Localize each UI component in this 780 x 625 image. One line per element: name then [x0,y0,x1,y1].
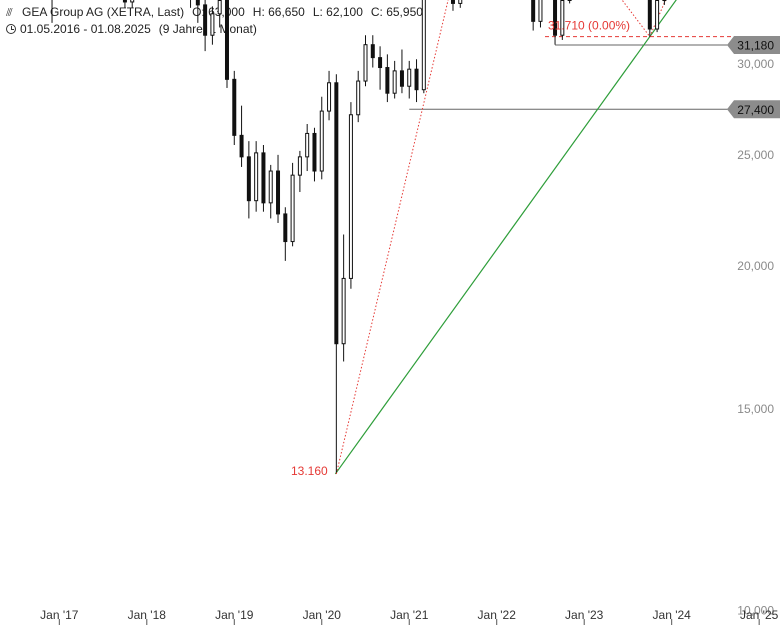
candle-down [399,70,404,87]
y-axis-tick-label: 30,000 [737,57,774,71]
fibonacci-zigzag [335,0,449,475]
candle-up [327,82,332,112]
price-tag-shape [727,100,780,119]
candle-down [195,0,200,6]
x-axis-tick-label: Jan '19 [215,608,254,622]
x-axis-tick-label: Jan '21 [390,608,429,622]
x-axis-tick-label: Jan '20 [303,608,342,622]
x-axis-tick-label: Jan '23 [565,608,604,622]
candle-up [560,0,565,36]
candle-up [290,174,295,243]
candle-down [334,82,339,345]
channel-lower-line [334,0,677,475]
y-axis-tick-label: 20,000 [737,259,774,273]
candle-down [647,0,652,30]
candle-down [385,67,390,94]
candle-down [246,156,251,202]
candle-down [370,44,375,59]
fibonacci-zigzag [621,0,651,37]
low-value: L: 62,100 [312,5,363,19]
interval-label: (9 Jahre, 1 Monat) [158,22,257,36]
candle-up [341,277,346,345]
candle-down [553,0,558,36]
candle-up [254,152,259,202]
date-range: 01.05.2016 - 01.08.2025 [20,22,151,36]
candle-up [392,70,397,94]
annotation-label: 13.160 [291,464,328,478]
candle-down [276,170,281,215]
candle-up [407,68,412,87]
candle-up [538,0,543,22]
price-tag-label: 27,400 [737,103,774,117]
candle-down [224,0,229,80]
level-price-tag: 27,400 [727,100,780,119]
clock-icon [6,24,16,34]
candle-up [356,80,361,116]
candle-down [283,213,288,243]
candle-up [363,44,368,82]
candlestick-icon: ⫻ [6,7,13,19]
price-tag-label: 31,180 [737,39,774,53]
y-axis-tick-label: 25,000 [737,148,774,162]
y-axis-tick-label: 15,000 [737,402,774,416]
close-value: C: 65,950 [370,5,423,19]
x-axis-tick-label: Jan '22 [478,608,517,622]
candle-up [348,114,353,279]
candle-down [378,57,383,69]
annotation-label: 31.710 (0.00%) [548,19,630,33]
candle-down [232,78,237,136]
fibonacci-zigzag [649,0,667,37]
candle-down [122,0,127,3]
candle-down [450,0,455,4]
candle-up [421,0,426,91]
candle-up [268,170,273,204]
y-axis-tick-label: 10,000 [737,604,774,618]
candle-down [531,0,536,22]
x-axis-tick-label: Jan '24 [653,608,692,622]
candle-up [655,0,660,30]
candle-down [312,132,317,172]
range-info: 01.05.2016 - 01.08.2025 (9 Jahre, 1 Monat… [6,22,257,36]
candle-up [319,110,324,172]
candle-down [239,134,244,158]
x-axis-tick-label: Jan '17 [40,608,79,622]
candle-up [210,13,215,36]
high-value: H: 66,650 [252,5,305,19]
candle-down [203,4,208,36]
candle-up [305,132,310,158]
x-axis-tick-label: Jan '25 [740,608,779,622]
level-price-tag: 31,180 [727,36,780,55]
instrument-title: GEA Group AG (XETRA, Last) [22,5,185,19]
candle-up [130,0,135,3]
x-axis-tick-label: Jan '18 [128,608,167,622]
price-tag-shape [727,36,780,55]
candle-down [414,68,419,91]
candle-up [217,0,222,15]
candle-up [297,156,302,176]
candle-down [261,152,266,204]
candle-up [458,0,463,4]
